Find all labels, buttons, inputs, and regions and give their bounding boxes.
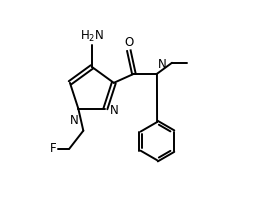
- Text: H$_2$N: H$_2$N: [80, 29, 104, 44]
- Text: O: O: [124, 36, 134, 49]
- Text: N: N: [158, 58, 167, 71]
- Text: N: N: [110, 104, 119, 117]
- Text: N: N: [70, 114, 79, 127]
- Text: F: F: [50, 142, 57, 155]
